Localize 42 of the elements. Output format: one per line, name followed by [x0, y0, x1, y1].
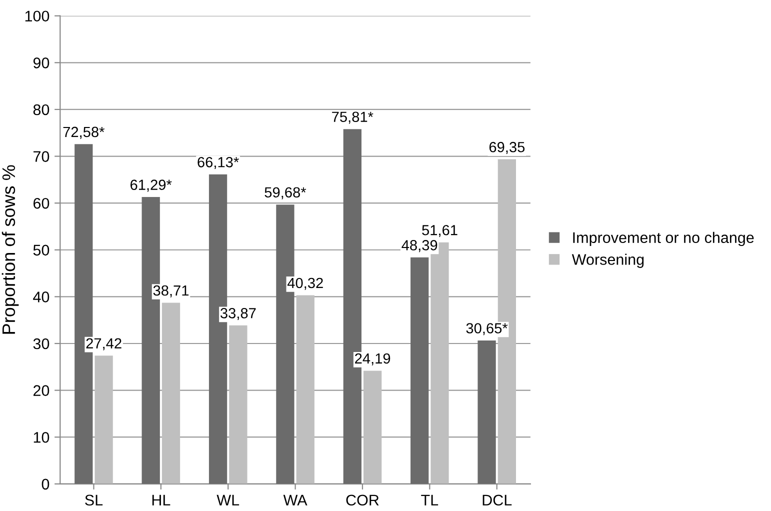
data-label: 61,29*: [130, 180, 172, 192]
data-label: 33,87: [220, 308, 256, 320]
legend-label: Worsening: [572, 254, 644, 268]
y-tick-label: 90: [33, 58, 50, 68]
x-tick-label: DCL: [482, 494, 512, 506]
bar: [229, 325, 248, 484]
y-tick-label: 20: [34, 385, 50, 396]
y-tick-label: 50: [33, 244, 50, 256]
bar: [94, 356, 113, 484]
data-label: 30,65*: [466, 323, 508, 336]
bar: [363, 370, 382, 484]
y-tick-label: 0: [42, 478, 50, 490]
data-label: 27,42: [86, 338, 122, 350]
bar: [478, 340, 496, 484]
y-tick-label: 60: [34, 198, 50, 209]
y-tick-label: 40: [33, 292, 50, 302]
x-tick-label: TL: [421, 494, 438, 506]
x-tick-label: HL: [152, 494, 170, 506]
bar: [410, 257, 429, 484]
data-label: 59,68*: [264, 187, 306, 200]
data-label: 40,32: [287, 278, 323, 290]
data-label: 75,81*: [332, 112, 374, 124]
x-tick-label: COR: [346, 494, 379, 506]
y-tick-label: 100: [25, 10, 50, 22]
data-label: 24,19: [355, 353, 390, 366]
data-label: 38,71: [153, 285, 189, 298]
data-label: 51,61: [422, 224, 458, 238]
y-tick-label: 80: [33, 104, 50, 116]
bar: [162, 302, 180, 484]
legend-label: Improvement or no change: [573, 232, 754, 246]
x-tick-label: WL: [216, 494, 240, 506]
data-label: 69,35: [489, 142, 525, 154]
y-tick-label: 30: [33, 338, 50, 350]
data-label: 66,13*: [198, 157, 239, 170]
x-tick-label: WA: [283, 494, 308, 506]
bar: [296, 295, 314, 484]
y-tick-label: 10: [34, 432, 50, 443]
y-tick-label: 70: [34, 151, 50, 162]
data-label: 48,39: [402, 240, 438, 252]
y-axis-title: Proportion of sows %: [2, 165, 19, 334]
data-label: 72,58*: [63, 126, 105, 139]
x-tick-label: SL: [85, 494, 103, 506]
